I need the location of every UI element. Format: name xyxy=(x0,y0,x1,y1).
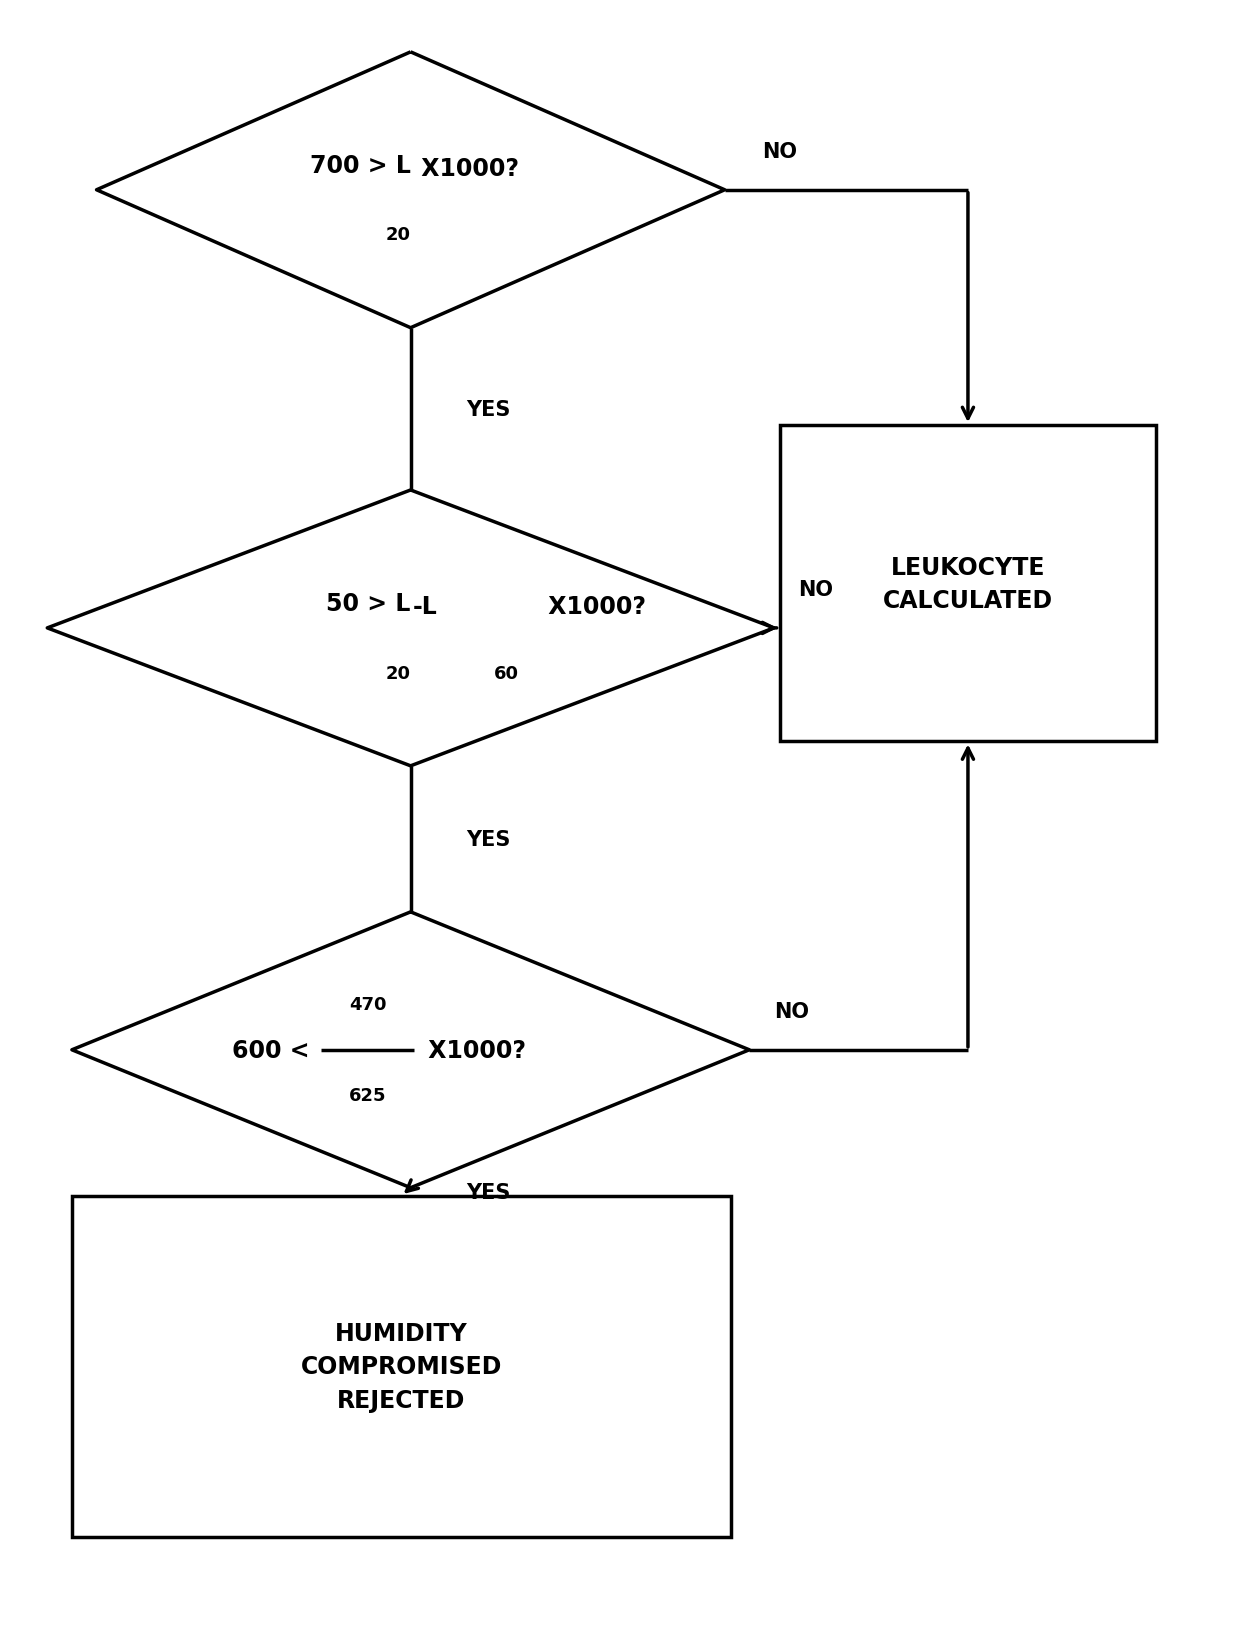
Text: NO: NO xyxy=(799,579,833,600)
Text: NO: NO xyxy=(774,1001,808,1020)
Text: X1000?: X1000? xyxy=(420,1038,527,1063)
Text: YES: YES xyxy=(466,830,511,849)
Text: 60: 60 xyxy=(495,663,520,683)
Text: -L: -L xyxy=(413,595,438,619)
Text: 470: 470 xyxy=(348,996,386,1014)
Text: 50 > L: 50 > L xyxy=(326,592,410,616)
Text: 20: 20 xyxy=(386,227,410,244)
Text: X1000?: X1000? xyxy=(413,156,520,181)
Text: YES: YES xyxy=(466,1182,511,1201)
Text: X1000?: X1000? xyxy=(539,595,646,619)
Text: 700 > L: 700 > L xyxy=(310,153,410,178)
Bar xyxy=(72,1196,730,1537)
Text: NO: NO xyxy=(761,142,796,161)
Text: 20: 20 xyxy=(386,663,410,683)
Text: YES: YES xyxy=(466,399,511,419)
Text: HUMIDITY
COMPROMISED
REJECTED: HUMIDITY COMPROMISED REJECTED xyxy=(300,1320,502,1412)
Text: 625: 625 xyxy=(348,1087,386,1105)
Text: 600 <: 600 < xyxy=(232,1038,319,1063)
Text: LEUKOCYTE
CALCULATED: LEUKOCYTE CALCULATED xyxy=(883,556,1053,613)
Bar xyxy=(780,425,1156,742)
